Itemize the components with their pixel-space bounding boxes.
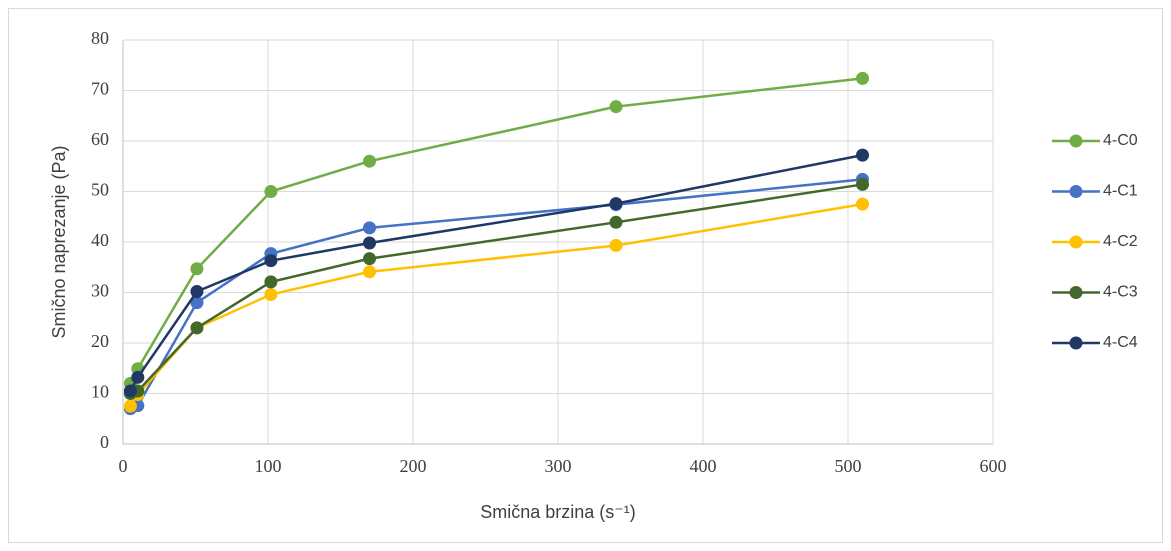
data-point [363, 252, 376, 266]
y-tick-label: 80 [91, 28, 109, 48]
legend-marker [1069, 235, 1083, 249]
x-tick-label: 400 [690, 456, 717, 476]
data-point [363, 236, 376, 250]
y-tick-label: 60 [91, 129, 109, 149]
data-point [609, 100, 623, 114]
data-point [609, 239, 623, 253]
chart-border [8, 8, 1163, 543]
legend-label: 4-C0 [1103, 132, 1138, 149]
data-point [264, 288, 278, 302]
x-tick-label: 300 [545, 456, 572, 476]
y-tick-label: 40 [91, 230, 109, 250]
y-tick-label: 70 [91, 79, 109, 99]
y-tick-label: 30 [91, 281, 109, 301]
data-point [609, 197, 623, 211]
data-point [363, 154, 376, 168]
data-point [264, 254, 278, 268]
data-point [190, 296, 204, 310]
x-tick-label: 500 [835, 456, 862, 476]
data-point [190, 321, 204, 335]
legend-label: 4-C2 [1103, 233, 1138, 250]
x-tick-label: 600 [980, 456, 1007, 476]
legend-label: 4-C4 [1103, 334, 1138, 351]
legend-marker [1069, 286, 1083, 299]
legend-marker [1069, 185, 1083, 198]
data-point [123, 399, 137, 413]
x-tick-label: 100 [255, 456, 282, 476]
legend-label: 4-C3 [1103, 284, 1138, 301]
data-point [856, 177, 869, 191]
data-point [856, 197, 869, 211]
data-point [123, 384, 137, 398]
data-point [363, 221, 376, 235]
data-point [363, 265, 376, 279]
y-axis-title: Smično naprezanje (Pa) [49, 145, 69, 338]
x-axis-title: Smična brzina (s⁻¹) [480, 502, 636, 522]
y-tick-label: 20 [91, 331, 109, 351]
data-point [856, 148, 869, 162]
data-point [131, 370, 145, 384]
data-point [856, 71, 869, 85]
x-tick-label: 200 [400, 456, 427, 476]
legend-marker [1069, 336, 1083, 350]
data-point [609, 215, 623, 229]
x-tick-label: 0 [119, 456, 128, 476]
legend-label: 4-C1 [1103, 183, 1138, 200]
y-tick-label: 0 [100, 432, 109, 452]
data-point [264, 185, 278, 198]
data-point [190, 284, 204, 298]
data-point [190, 262, 204, 276]
legend-marker [1069, 134, 1083, 148]
y-tick-label: 10 [91, 382, 109, 402]
y-tick-label: 50 [91, 180, 109, 200]
data-point [264, 275, 278, 289]
